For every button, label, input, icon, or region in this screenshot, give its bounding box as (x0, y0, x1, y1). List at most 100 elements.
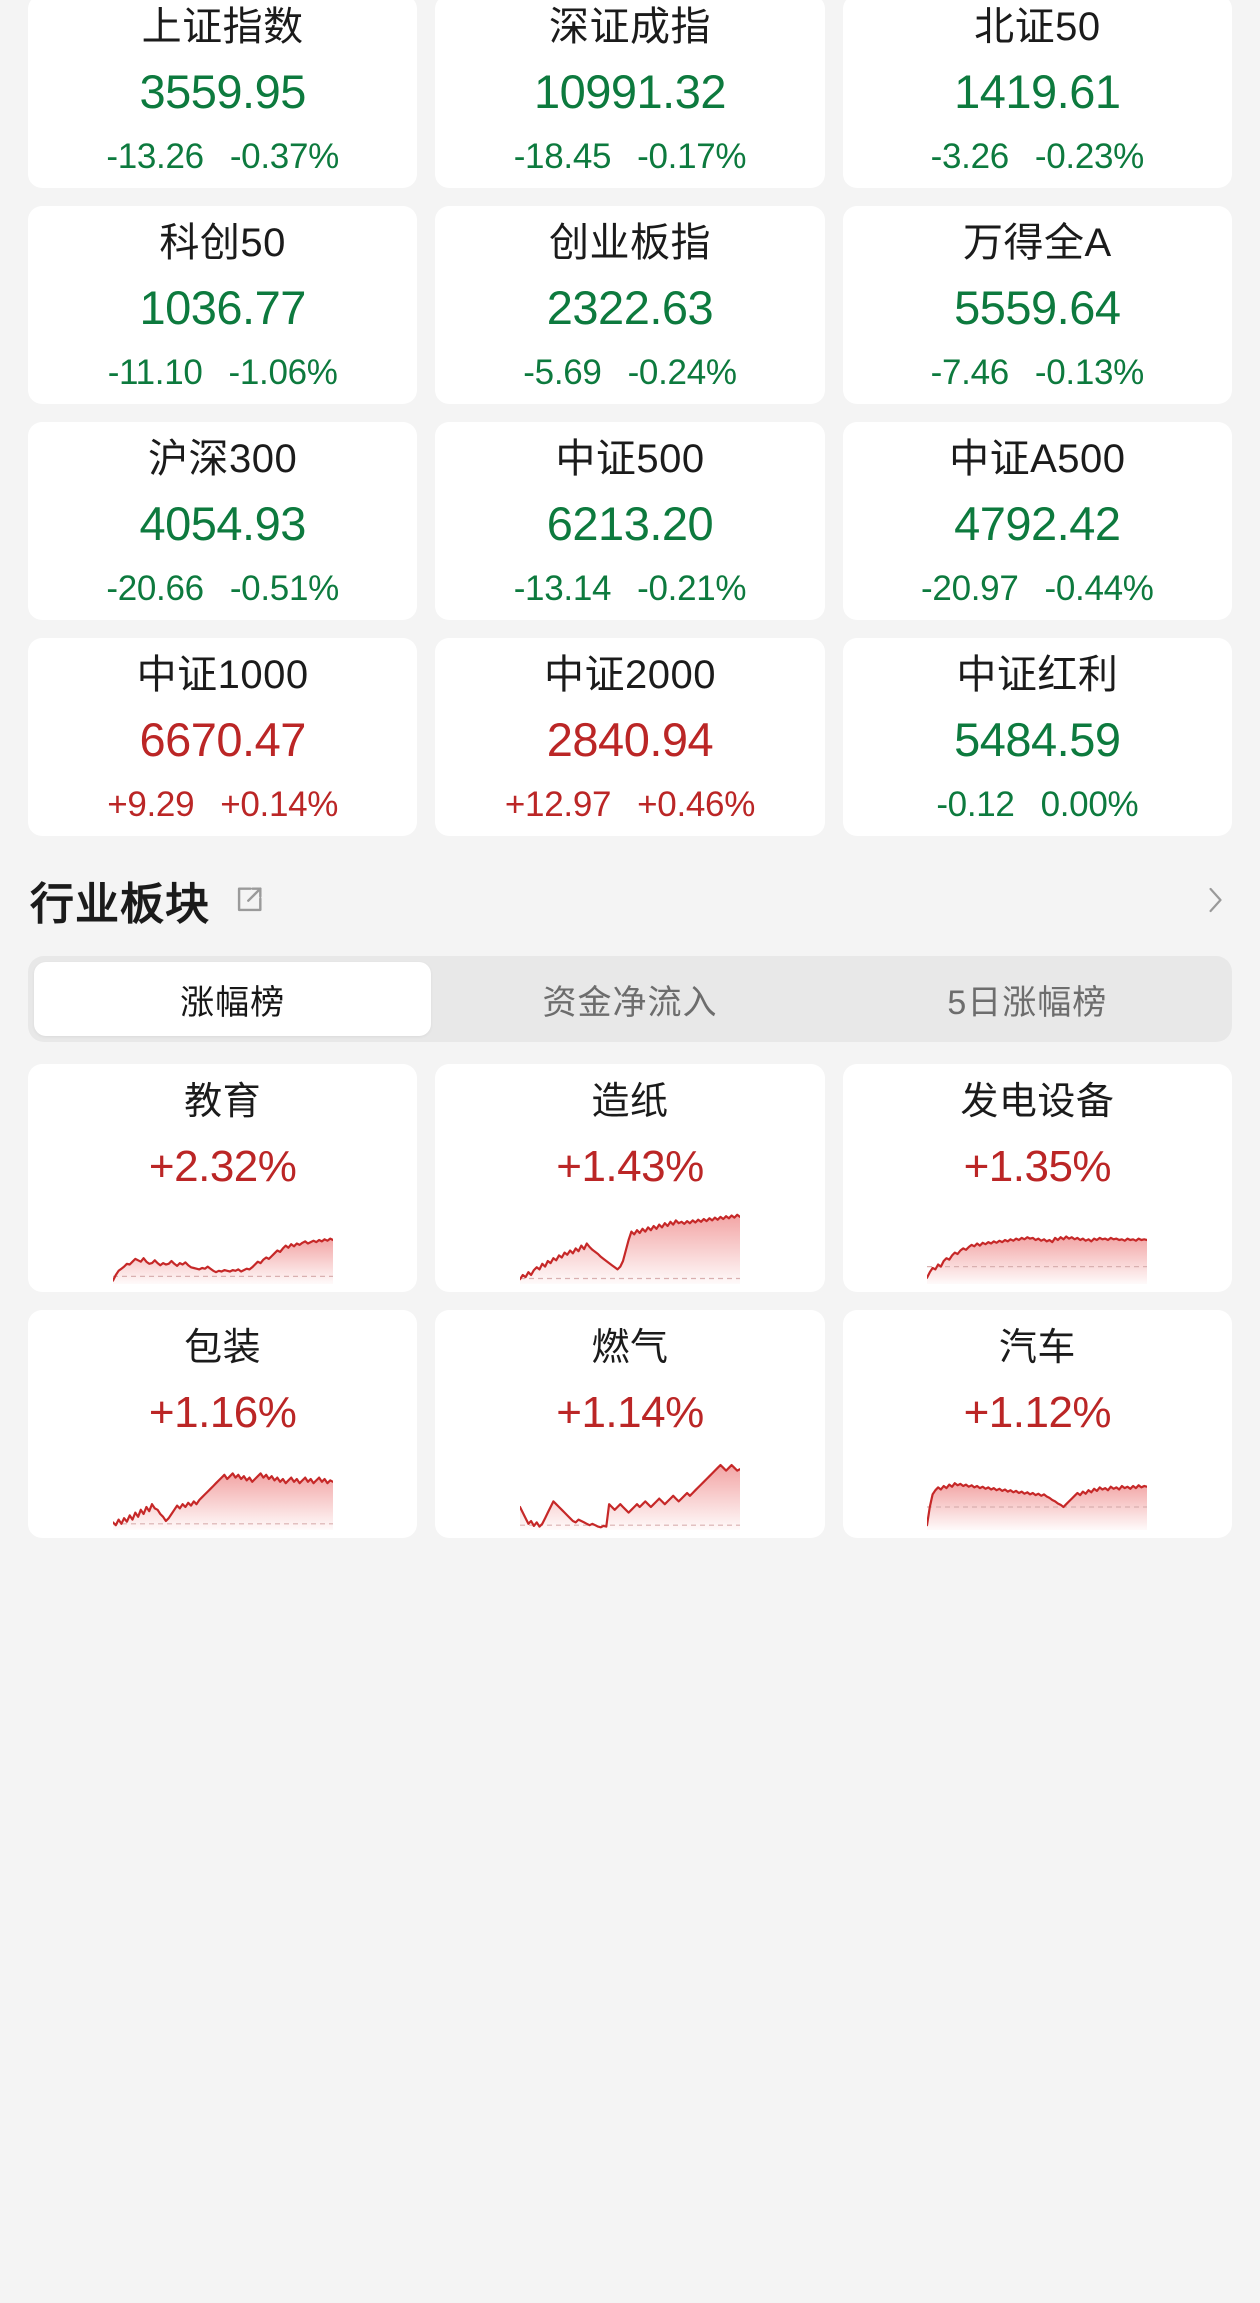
index-name: 中证1000 (136, 653, 309, 697)
index-card[interactable]: 中证2000 2840.94 +12.97 +0.46% (435, 638, 825, 836)
sector-name: 教育 (184, 1081, 262, 1123)
index-percent: 0.00% (1040, 785, 1139, 825)
index-name: 中证红利 (956, 653, 1119, 697)
index-deltas: -20.97 -0.44% (843, 569, 1232, 609)
index-value: 5484.59 (954, 713, 1121, 767)
index-change: -11.10 (107, 353, 203, 393)
index-card[interactable]: 创业板指 2322.63 -5.69 -0.24% (435, 206, 825, 404)
index-card[interactable]: 万得全A 5559.64 -7.46 -0.13% (842, 206, 1232, 404)
index-deltas: +9.29 +0.14% (28, 785, 417, 825)
sector-name: 汽车 (998, 1327, 1076, 1369)
sparkline-chart (927, 1208, 1148, 1284)
index-deltas: +12.97 +0.46% (435, 785, 824, 825)
index-percent: -0.44% (1044, 569, 1154, 609)
index-percent: +0.46% (637, 785, 756, 825)
index-deltas: -13.14 -0.21% (435, 569, 824, 609)
index-card[interactable]: 北证50 1419.61 -3.26 -0.23% (842, 0, 1232, 188)
index-deltas: -3.26 -0.23% (843, 137, 1232, 177)
index-card[interactable]: 沪深300 4054.93 -20.66 -0.51% (28, 422, 418, 620)
index-card[interactable]: 上证指数 3559.95 -13.26 -0.37% (28, 0, 418, 188)
index-change: -20.66 (106, 569, 204, 609)
sector-card[interactable]: 造纸 +1.43% (435, 1064, 825, 1292)
index-percent: -0.21% (637, 569, 747, 609)
index-value: 4054.93 (139, 497, 306, 551)
index-name: 科创50 (159, 221, 286, 265)
index-value: 2322.63 (546, 281, 714, 335)
sector-name: 燃气 (591, 1327, 669, 1369)
index-change: -13.14 (513, 569, 612, 609)
page-title: 行业板块 (30, 880, 210, 929)
index-change: -13.26 (106, 137, 204, 177)
sector-card[interactable]: 包装 +1.16% (28, 1310, 418, 1538)
index-name: 北证50 (974, 5, 1101, 49)
sector-name: 包装 (184, 1327, 262, 1369)
index-name: 中证2000 (544, 653, 716, 697)
index-name: 深证成指 (548, 5, 711, 49)
index-name: 上证指数 (141, 5, 304, 49)
sparkline-chart (112, 1208, 333, 1284)
index-change: -7.46 (930, 353, 1010, 393)
tab-net-inflow[interactable]: 资金净流入 (542, 983, 718, 1022)
index-percent: -1.06% (228, 353, 338, 393)
tab-5day-gainers[interactable]: 5日涨幅榜 (947, 983, 1108, 1022)
index-card[interactable]: 中证A500 4792.42 -20.97 -0.44% (842, 422, 1232, 620)
sector-card[interactable]: 教育 +2.32% (28, 1064, 418, 1292)
share-external-icon[interactable] (232, 883, 266, 917)
index-percent: -0.17% (637, 137, 747, 177)
index-percent: -0.51% (229, 569, 339, 609)
index-name: 中证500 (555, 437, 705, 481)
sector-card[interactable]: 发电设备 +1.35% (842, 1064, 1232, 1292)
sector-name: 造纸 (591, 1081, 669, 1123)
index-deltas: -7.46 -0.13% (843, 353, 1232, 393)
tab-gainers[interactable]: 涨幅榜 (34, 962, 432, 1036)
index-percent: -0.13% (1034, 353, 1145, 393)
index-card[interactable]: 中证1000 6670.47 +9.29 +0.14% (28, 638, 418, 836)
index-card[interactable]: 科创50 1036.77 -11.10 -1.06% (28, 206, 418, 404)
index-value: 3559.95 (139, 65, 306, 119)
index-deltas: -0.12 0.00% (843, 785, 1232, 825)
index-value: 10991.32 (533, 65, 727, 119)
index-deltas: -5.69 -0.24% (435, 353, 824, 393)
index-value: 6670.47 (139, 713, 306, 767)
index-change: -18.45 (513, 137, 612, 177)
sector-percent: +1.35% (963, 1141, 1112, 1191)
index-change: +12.97 (504, 785, 612, 825)
sector-percent: +1.12% (963, 1387, 1112, 1437)
index-value: 4792.42 (954, 497, 1121, 551)
index-percent: +0.14% (220, 785, 339, 825)
index-percent: -0.23% (1034, 137, 1145, 177)
sparkline-chart (112, 1454, 333, 1530)
index-change: -0.12 (936, 785, 1015, 825)
sector-percent: +2.32% (148, 1141, 297, 1191)
sector-percent: +1.43% (556, 1141, 704, 1191)
sector-card[interactable]: 汽车 +1.12% (842, 1310, 1232, 1538)
index-name: 创业板指 (548, 221, 711, 265)
sector-card[interactable]: 燃气 +1.14% (435, 1310, 825, 1538)
chevron-right-icon[interactable] (1200, 878, 1230, 922)
sparkline-chart (519, 1208, 740, 1284)
sector-section-header: 行业板块 (28, 844, 1232, 956)
index-change: -20.97 (921, 569, 1019, 609)
index-name: 沪深300 (148, 437, 298, 481)
index-value: 1036.77 (139, 281, 306, 335)
index-card[interactable]: 中证红利 5484.59 -0.12 0.00% (842, 638, 1232, 836)
index-change: -5.69 (523, 353, 602, 393)
index-card[interactable]: 中证500 6213.20 -13.14 -0.21% (435, 422, 825, 620)
index-name: 中证A500 (949, 437, 1126, 481)
index-deltas: -11.10 -1.06% (28, 353, 417, 393)
index-value: 1419.61 (954, 65, 1121, 119)
index-value: 2840.94 (546, 713, 714, 767)
index-name: 万得全A (962, 221, 1112, 265)
index-deltas: -20.66 -0.51% (28, 569, 417, 609)
sector-percent: +1.16% (148, 1387, 297, 1437)
index-percent: -0.37% (229, 137, 339, 177)
sparkline-chart (519, 1454, 740, 1530)
index-deltas: -18.45 -0.17% (435, 137, 824, 177)
index-grid: 上证指数 3559.95 -13.26 -0.37% 深证成指 10991.32… (28, 0, 1232, 836)
sector-name: 发电设备 (960, 1081, 1115, 1123)
sector-grid: 教育 +2.32% 造纸 +1.43% 发电设备 +1.35% 包装 +1.16… (28, 1064, 1232, 1538)
index-change: -3.26 (930, 137, 1010, 177)
index-card[interactable]: 深证成指 10991.32 -18.45 -0.17% (435, 0, 825, 188)
sector-tab-bar: 涨幅榜 资金净流入 5日涨幅榜 (28, 956, 1232, 1042)
